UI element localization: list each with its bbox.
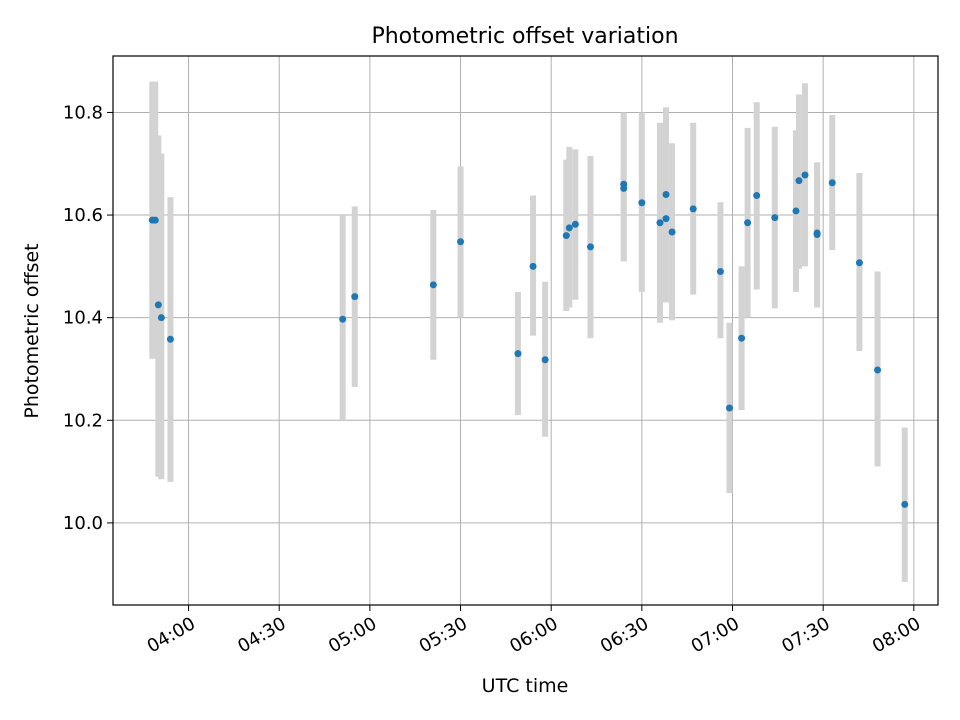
data-point (901, 500, 909, 508)
data-point (668, 228, 676, 236)
data-point (339, 315, 347, 323)
data-point (151, 216, 159, 224)
data-point (429, 281, 437, 289)
data-point (855, 259, 863, 267)
data-point (166, 335, 174, 343)
data-point (565, 224, 573, 232)
data-point (586, 243, 594, 251)
data-point (689, 205, 697, 213)
data-point (656, 219, 664, 227)
y-tick-label: 10.6 (63, 205, 103, 226)
data-point (638, 199, 646, 207)
y-axis-ticks: 10.0 10.2 10.4 10.6 10.8 (63, 102, 113, 534)
data-point (801, 171, 809, 179)
data-point (529, 262, 537, 270)
data-point (571, 220, 579, 228)
data-point (662, 215, 670, 223)
y-tick-label: 10.2 (63, 410, 103, 431)
x-axis-label: UTC time (482, 675, 569, 697)
data-point (154, 301, 162, 309)
y-tick-label: 10.0 (63, 513, 103, 534)
data-point (157, 314, 165, 322)
data-point (662, 191, 670, 199)
data-point (744, 219, 752, 227)
data-point (753, 192, 761, 200)
data-point (792, 207, 800, 215)
data-point (716, 267, 724, 275)
data-point (457, 238, 465, 246)
y-axis-label: Photometric offset (21, 243, 43, 418)
y-tick-label: 10.4 (63, 308, 103, 329)
data-point (813, 231, 821, 239)
data-point (562, 232, 570, 240)
chart-title: Photometric offset variation (371, 24, 678, 49)
data-point (874, 366, 882, 374)
plot-frame (112, 55, 939, 606)
data-point (725, 404, 733, 412)
data-point (514, 350, 522, 358)
data-point (795, 177, 803, 185)
data-points (148, 171, 909, 508)
data-point (828, 179, 836, 187)
data-point (351, 293, 359, 301)
data-point (620, 184, 628, 192)
data-point (771, 214, 779, 222)
data-point (541, 356, 549, 364)
y-tick-label: 10.8 (63, 102, 103, 123)
data-point (738, 334, 746, 342)
